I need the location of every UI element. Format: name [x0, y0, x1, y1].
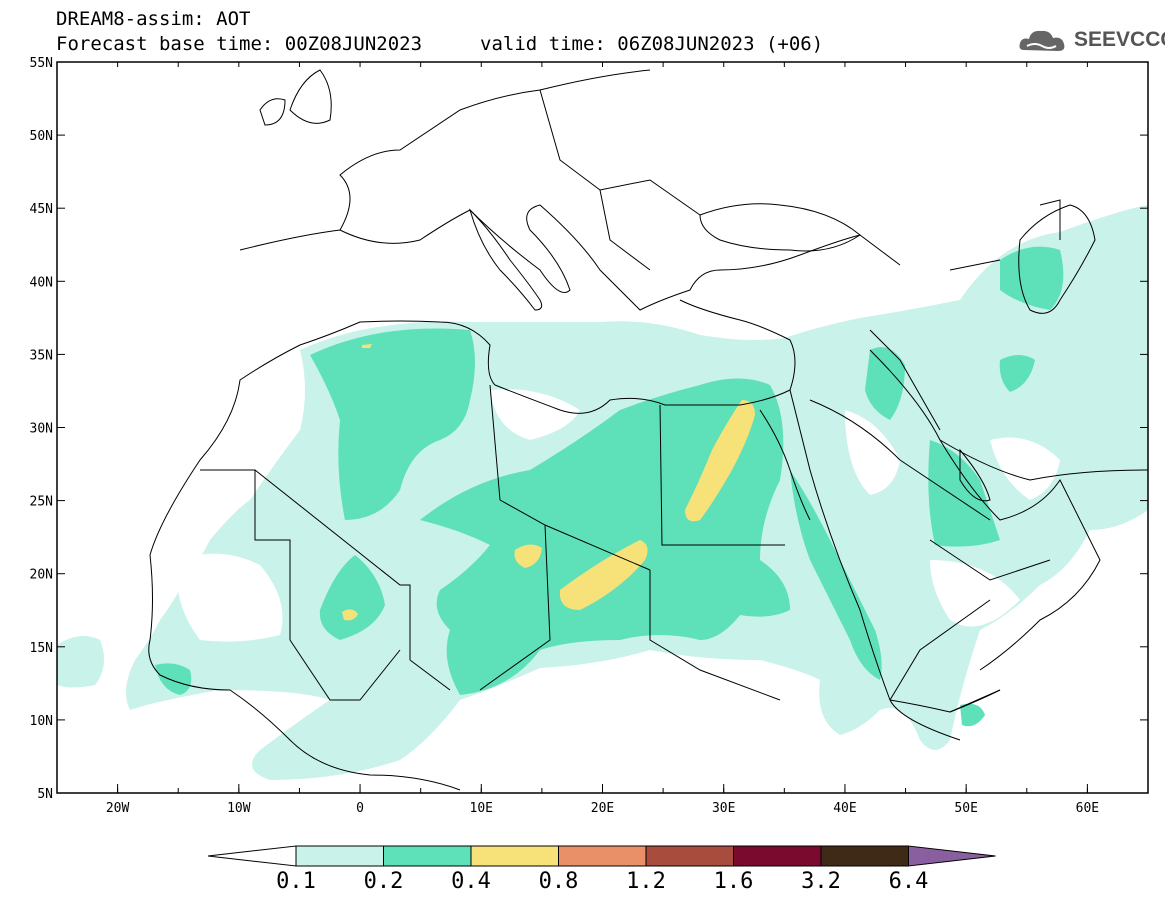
lon-tick-label: 10W — [227, 801, 251, 816]
border-egypt — [659, 404, 785, 546]
colorbar-segment — [295, 845, 384, 867]
aot-band-0.2-iraq — [865, 347, 905, 420]
lon-tick-label: 20W — [106, 801, 130, 816]
aot-band-0.2-atlas — [310, 328, 475, 520]
coast-arabia-east — [869, 349, 1101, 671]
aot-band-0.2-westafrica — [155, 663, 192, 695]
border-arabia — [809, 399, 1051, 581]
coast-britain — [259, 69, 332, 126]
lat-tick-label: 15N — [30, 641, 53, 656]
aot-band-0.2-somalia — [960, 703, 985, 727]
lon-tick-label: 20E — [591, 801, 614, 816]
border-niger-chad — [479, 524, 551, 691]
lat-tick-label: 30N — [30, 422, 53, 437]
lat-tick-label: 55N — [30, 56, 53, 71]
lon-tick-label: 60E — [1076, 801, 1099, 816]
aot-band-0.4-algeria — [362, 344, 372, 348]
lat-tick-label: 25N — [30, 495, 53, 510]
coast-iran — [939, 439, 1148, 481]
cloud-icon — [1019, 30, 1065, 51]
product-title: DREAM8-assim: AOT — [56, 8, 251, 30]
aot-band-0.4-mali — [342, 609, 358, 621]
colorbar-segment — [645, 845, 734, 867]
colorbar-arrow-high — [908, 845, 996, 867]
aot-band-0.2-redsea — [790, 470, 882, 680]
colorbar-label: 1.2 — [626, 869, 666, 894]
colorbar-label: 0.4 — [451, 869, 491, 894]
valid-time: valid time: 06Z08JUN2023 (+06) — [480, 33, 824, 55]
aot-band-0.1-west — [57, 636, 104, 688]
aot-band-0.2-central — [420, 378, 790, 695]
border-horn — [889, 599, 1001, 713]
coast-black-sea — [699, 203, 861, 252]
border-sahel — [289, 639, 451, 701]
aot-band-0.2-gulf — [928, 440, 1000, 547]
aot-band-0.4-chad — [559, 540, 648, 610]
aot-clear-libya — [490, 389, 580, 440]
colorbar-label: 0.1 — [276, 869, 316, 894]
aot-band-0.4-egypt — [685, 400, 755, 522]
coast-north-africa — [149, 320, 791, 556]
aot-band-0.2-caspian — [1000, 246, 1064, 310]
aot-clear-arabia — [845, 410, 900, 495]
colorbar-segment — [558, 845, 647, 867]
aot-band-0.2-sahel — [319, 555, 385, 640]
lat-tick-label: 10N — [30, 714, 53, 729]
border-central-asia — [949, 199, 1061, 271]
colorbar-segment — [733, 845, 822, 867]
lon-tick-label: 0 — [356, 801, 364, 816]
border-europe-east — [539, 89, 701, 271]
border-mauritania — [200, 469, 291, 640]
aot-clear-sahara-w — [177, 553, 283, 642]
border-libya — [489, 384, 651, 571]
logo-text: SEEVCCC — [1074, 28, 1165, 51]
aot-shading — [57, 205, 1148, 780]
coast-west-africa — [148, 554, 461, 791]
seevccc-logo: SEEVCCC — [1018, 24, 1165, 56]
colorbar-label: 0.8 — [539, 869, 579, 894]
colorbar-label: 6.4 — [889, 869, 929, 894]
lat-tick-label: 35N — [30, 348, 53, 363]
colorbar-arrow-low — [207, 845, 297, 867]
aot-band-0.2-iran — [999, 355, 1035, 392]
colorbar: 0.1 0.2 0.4 0.8 1.2 1.6 3.2 6.4 — [207, 845, 996, 894]
lon-tick-label: 10E — [470, 801, 493, 816]
lat-tick-label: 50N — [30, 129, 53, 144]
colorbar-label: 0.2 — [364, 869, 404, 894]
lon-tick-label: 30E — [712, 801, 735, 816]
coast-red-sea — [759, 409, 811, 521]
border-sudan — [649, 570, 781, 701]
lat-tick-label: 5N — [37, 787, 53, 802]
coastlines — [148, 69, 1148, 791]
colorbar-segment — [383, 845, 472, 867]
colorbar-label: 1.6 — [714, 869, 754, 894]
lat-tick-label: 45N — [30, 202, 53, 217]
coast-europe — [239, 69, 901, 311]
colorbar-label: 3.2 — [801, 869, 841, 894]
forecast-base-time: Forecast base time: 00Z08JUN2023 — [56, 33, 423, 55]
aot-band-0.1-med — [600, 321, 800, 372]
aot-band-0.4-niger — [514, 544, 542, 568]
border-iraq-iran — [869, 329, 941, 431]
axis-ticks: 20W 10W 0 10E 20E 30E 40E 50E 60E 5N 10N 15N 20N 25N 3… — [30, 56, 1149, 816]
colorbar-segment — [820, 845, 909, 867]
lon-tick-label: 50E — [954, 801, 977, 816]
coast-caspian — [1018, 204, 1096, 314]
coast-italy — [468, 208, 543, 311]
lon-tick-label: 40E — [833, 801, 856, 816]
aot-clear-east — [930, 560, 1020, 627]
coast-persian-gulf — [959, 448, 991, 502]
aot-clear-iran — [990, 437, 1060, 500]
colorbar-segment — [470, 845, 559, 867]
lat-tick-label: 20N — [30, 568, 53, 583]
border-algeria — [254, 469, 411, 660]
lat-tick-label: 40N — [30, 275, 53, 290]
